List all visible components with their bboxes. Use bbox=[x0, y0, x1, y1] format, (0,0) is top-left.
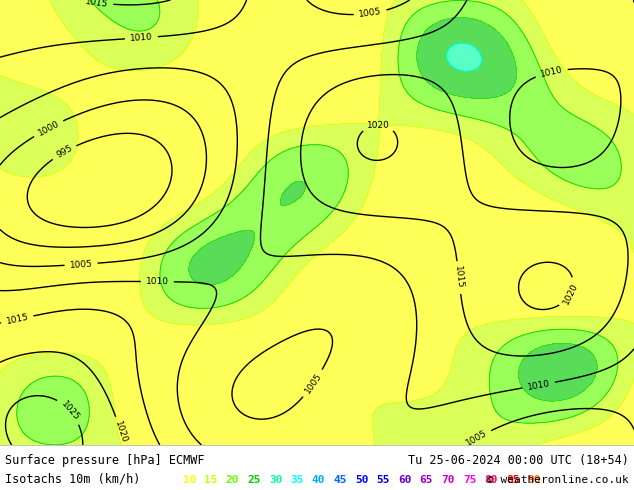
Text: 45: 45 bbox=[333, 475, 347, 486]
Text: 1010: 1010 bbox=[129, 32, 153, 43]
Text: 1015: 1015 bbox=[85, 0, 109, 9]
Text: 70: 70 bbox=[441, 475, 455, 486]
Text: 25: 25 bbox=[247, 475, 261, 486]
Text: 40: 40 bbox=[312, 475, 325, 486]
Text: © weatheronline.co.uk: © weatheronline.co.uk bbox=[487, 475, 629, 486]
Text: Tu 25-06-2024 00:00 UTC (18+54): Tu 25-06-2024 00:00 UTC (18+54) bbox=[408, 454, 629, 467]
Text: 65: 65 bbox=[420, 475, 433, 486]
Text: 1000: 1000 bbox=[36, 119, 61, 138]
Text: 80: 80 bbox=[484, 475, 498, 486]
Text: Surface pressure [hPa] ECMWF: Surface pressure [hPa] ECMWF bbox=[5, 454, 205, 467]
Text: 1005: 1005 bbox=[69, 259, 93, 270]
Text: 30: 30 bbox=[269, 475, 282, 486]
Text: 75: 75 bbox=[463, 475, 476, 486]
Text: 1005: 1005 bbox=[465, 429, 489, 448]
Text: 1015: 1015 bbox=[5, 313, 30, 326]
Text: 60: 60 bbox=[398, 475, 411, 486]
Text: 15: 15 bbox=[204, 475, 217, 486]
Text: 1010: 1010 bbox=[527, 379, 551, 392]
Text: 1020: 1020 bbox=[366, 121, 390, 130]
Text: 995: 995 bbox=[55, 144, 74, 160]
Text: 85: 85 bbox=[506, 475, 519, 486]
Text: 35: 35 bbox=[290, 475, 304, 486]
Text: 1015: 1015 bbox=[453, 266, 465, 290]
Text: 1010: 1010 bbox=[146, 277, 169, 286]
Text: 1010: 1010 bbox=[539, 65, 564, 79]
Text: 90: 90 bbox=[527, 475, 541, 486]
Text: 55: 55 bbox=[377, 475, 390, 486]
Text: 1005: 1005 bbox=[358, 7, 382, 19]
Text: 10: 10 bbox=[183, 475, 196, 486]
Text: 50: 50 bbox=[355, 475, 368, 486]
Text: 1025: 1025 bbox=[59, 399, 81, 422]
Text: 1020: 1020 bbox=[561, 281, 579, 306]
Text: Isotachs 10m (km/h): Isotachs 10m (km/h) bbox=[5, 472, 141, 486]
Text: 20: 20 bbox=[226, 475, 239, 486]
Text: 1020: 1020 bbox=[113, 420, 129, 444]
Text: 1005: 1005 bbox=[303, 371, 323, 395]
